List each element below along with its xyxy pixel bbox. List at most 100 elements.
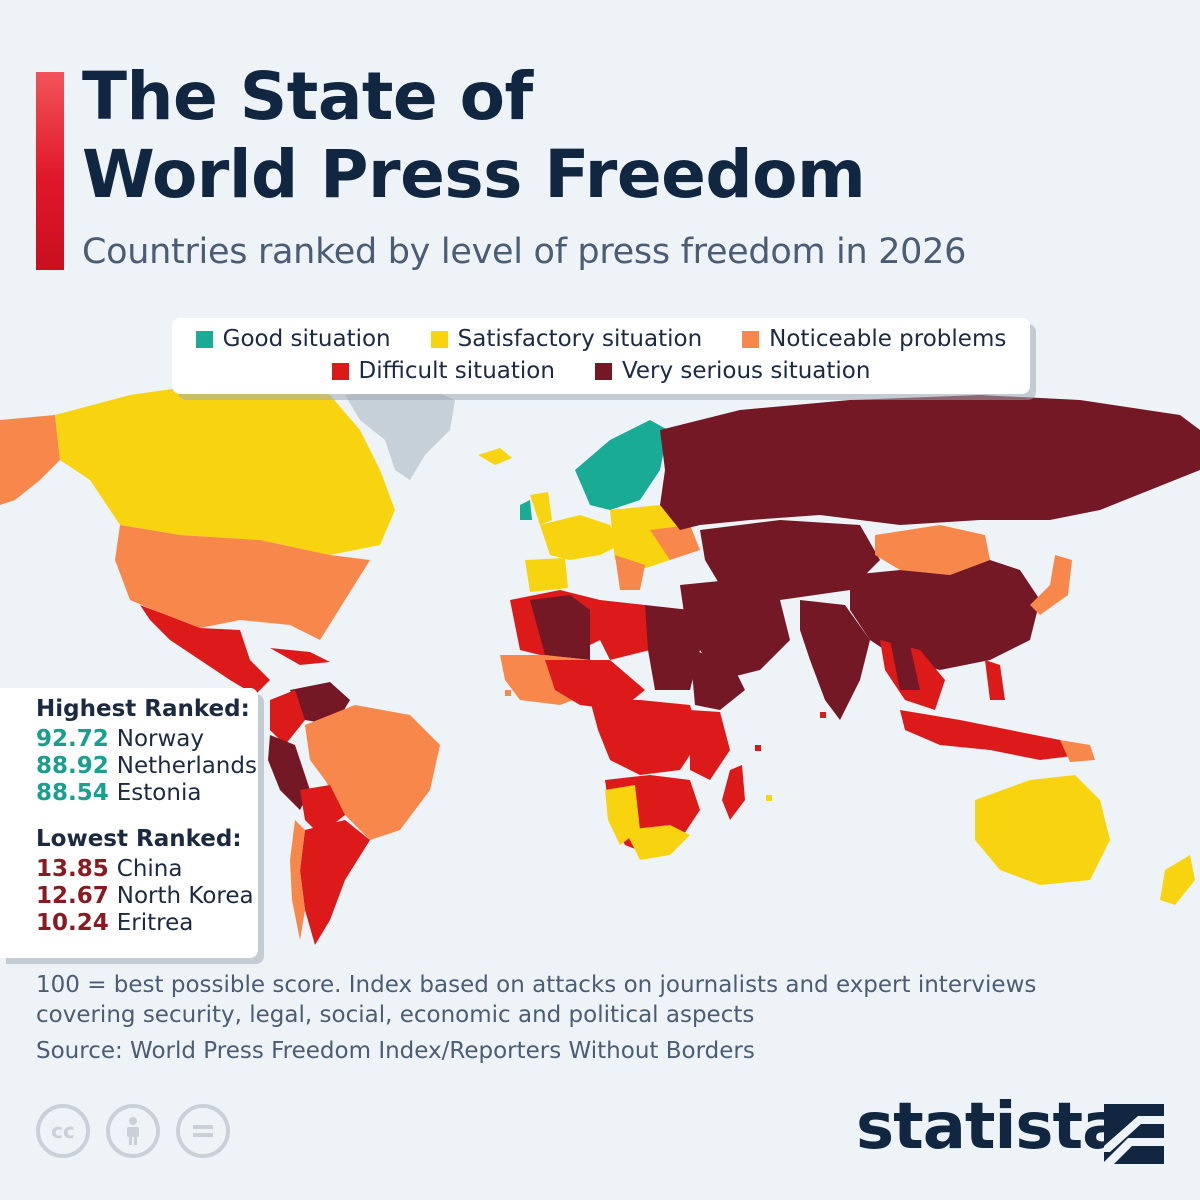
region-south-africa — [625, 825, 690, 860]
region-algeria-mali — [530, 595, 590, 660]
rank-score: 88.92 — [36, 753, 109, 779]
island-pacific-1 — [755, 745, 761, 751]
rankings-panel: Highest Ranked: 92.72 Norway 88.92 Netherl… — [0, 688, 258, 958]
region-argentina — [300, 820, 370, 945]
region-madagascar — [722, 765, 745, 820]
legend-item-very-serious: Very serious situation — [594, 358, 871, 384]
island-pacific-2 — [766, 795, 772, 801]
lowest-rank-row-2: 12.67 North Korea — [36, 883, 254, 909]
region-iberia — [525, 558, 568, 592]
highest-rank-row-2: 88.92 Netherlands — [36, 753, 257, 779]
title-line-2: World Press Freedom — [82, 136, 866, 213]
region-balkans — [615, 555, 645, 590]
no-derivatives-icon[interactable] — [176, 1104, 230, 1158]
rank-country: Netherlands — [116, 753, 257, 779]
highest-ranked-heading: Highest Ranked: — [36, 696, 250, 722]
legend-row-1: Good situation Satisfactory situation No… — [172, 326, 1030, 352]
equals-glyph — [193, 1125, 213, 1137]
lowest-rank-row-1: 13.85 China — [36, 856, 182, 882]
region-japan — [1030, 555, 1072, 615]
legend-swatch-difficult — [331, 362, 349, 380]
legend-row-2: Difficult situation Very serious situati… — [172, 358, 1030, 384]
world-map — [0, 380, 1200, 945]
region-horn-of-africa — [690, 650, 745, 710]
rank-score: 92.72 — [36, 726, 109, 752]
page-title: The State of World Press Freedom — [82, 58, 982, 214]
rank-country: Norway — [116, 726, 205, 752]
attribution-icon[interactable] — [106, 1104, 160, 1158]
island-atlantic — [505, 690, 511, 696]
license-icons: cc — [36, 1104, 230, 1158]
region-iceland — [478, 448, 512, 465]
region-eastern-europe — [610, 505, 680, 570]
rank-country: Estonia — [116, 780, 202, 806]
legend-swatch-very-serious — [594, 362, 612, 380]
region-central-asia — [700, 520, 880, 600]
statista-logo-icon[interactable] — [1104, 1104, 1164, 1164]
legend-label-noticeable: Noticeable problems — [769, 326, 1007, 352]
rank-score: 88.54 — [36, 780, 109, 806]
rank-score: 13.85 — [36, 856, 109, 882]
source-note: Source: World Press Freedom Index/Report… — [36, 1038, 755, 1064]
legend-swatch-satisfactory — [430, 330, 448, 348]
region-western-europe — [540, 515, 620, 560]
title-line-1: The State of — [82, 58, 533, 135]
region-indonesia — [900, 710, 1080, 760]
region-colombia — [270, 690, 305, 745]
region-peru — [268, 735, 310, 810]
region-brazil — [305, 705, 440, 840]
rank-score: 10.24 — [36, 910, 109, 936]
region-philippines — [985, 660, 1005, 700]
statista-wordmark[interactable]: statista — [856, 1090, 1125, 1164]
rank-country: China — [116, 856, 183, 882]
legend: Good situation Satisfactory situation No… — [172, 318, 1030, 394]
region-png — [1060, 740, 1095, 762]
region-mongolia — [875, 525, 990, 575]
highest-rank-row-3: 88.54 Estonia — [36, 780, 201, 806]
region-central-africa — [590, 700, 700, 775]
legend-label-very-serious: Very serious situation — [621, 358, 871, 384]
legend-label-satisfactory: Satisfactory situation — [457, 326, 703, 352]
legend-item-difficult: Difficult situation — [331, 358, 555, 384]
region-east-africa — [690, 710, 730, 780]
region-ukraine — [650, 525, 700, 560]
region-alaska — [0, 415, 60, 505]
person-glyph — [127, 1117, 139, 1145]
rank-country: Eritrea — [116, 910, 194, 936]
region-canada — [55, 380, 395, 555]
rank-score: 12.67 — [36, 883, 109, 909]
region-libya — [600, 600, 650, 660]
region-greenland — [345, 385, 455, 480]
region-egypt-sudan — [645, 605, 700, 690]
title-accent-bar — [36, 72, 64, 270]
region-australia — [975, 775, 1110, 885]
legend-item-satisfactory: Satisfactory situation — [430, 326, 703, 352]
region-ireland — [520, 500, 532, 520]
cc-icon[interactable]: cc — [36, 1104, 90, 1158]
legend-item-noticeable: Noticeable problems — [742, 326, 1006, 352]
legend-swatch-noticeable — [742, 330, 760, 348]
region-new-zealand — [1160, 855, 1195, 905]
region-sahel — [545, 660, 645, 710]
lowest-rank-row-3: 10.24 Eritrea — [36, 910, 193, 936]
page-subtitle: Countries ranked by level of press freed… — [82, 232, 967, 272]
legend-label-difficult: Difficult situation — [358, 358, 555, 384]
region-caribbean — [270, 648, 330, 665]
region-usa — [115, 525, 370, 640]
region-myanmar — [890, 640, 920, 690]
rank-country: North Korea — [116, 883, 254, 909]
methodology-note: 100 = best possible score. Index based o… — [36, 972, 1037, 1028]
island-indian-ocean — [820, 712, 826, 718]
region-india — [800, 600, 870, 720]
highest-rank-row-1: 92.72 Norway — [36, 726, 204, 752]
region-chile — [290, 820, 305, 940]
lowest-ranked-heading: Lowest Ranked: — [36, 826, 242, 852]
region-mexico — [140, 605, 270, 695]
region-bolivia — [300, 785, 345, 835]
region-russia — [660, 395, 1200, 530]
legend-swatch-good — [195, 330, 213, 348]
region-scandinavia — [575, 420, 668, 510]
region-uk — [530, 492, 552, 525]
region-china — [850, 560, 1040, 670]
legend-item-good: Good situation — [195, 326, 391, 352]
